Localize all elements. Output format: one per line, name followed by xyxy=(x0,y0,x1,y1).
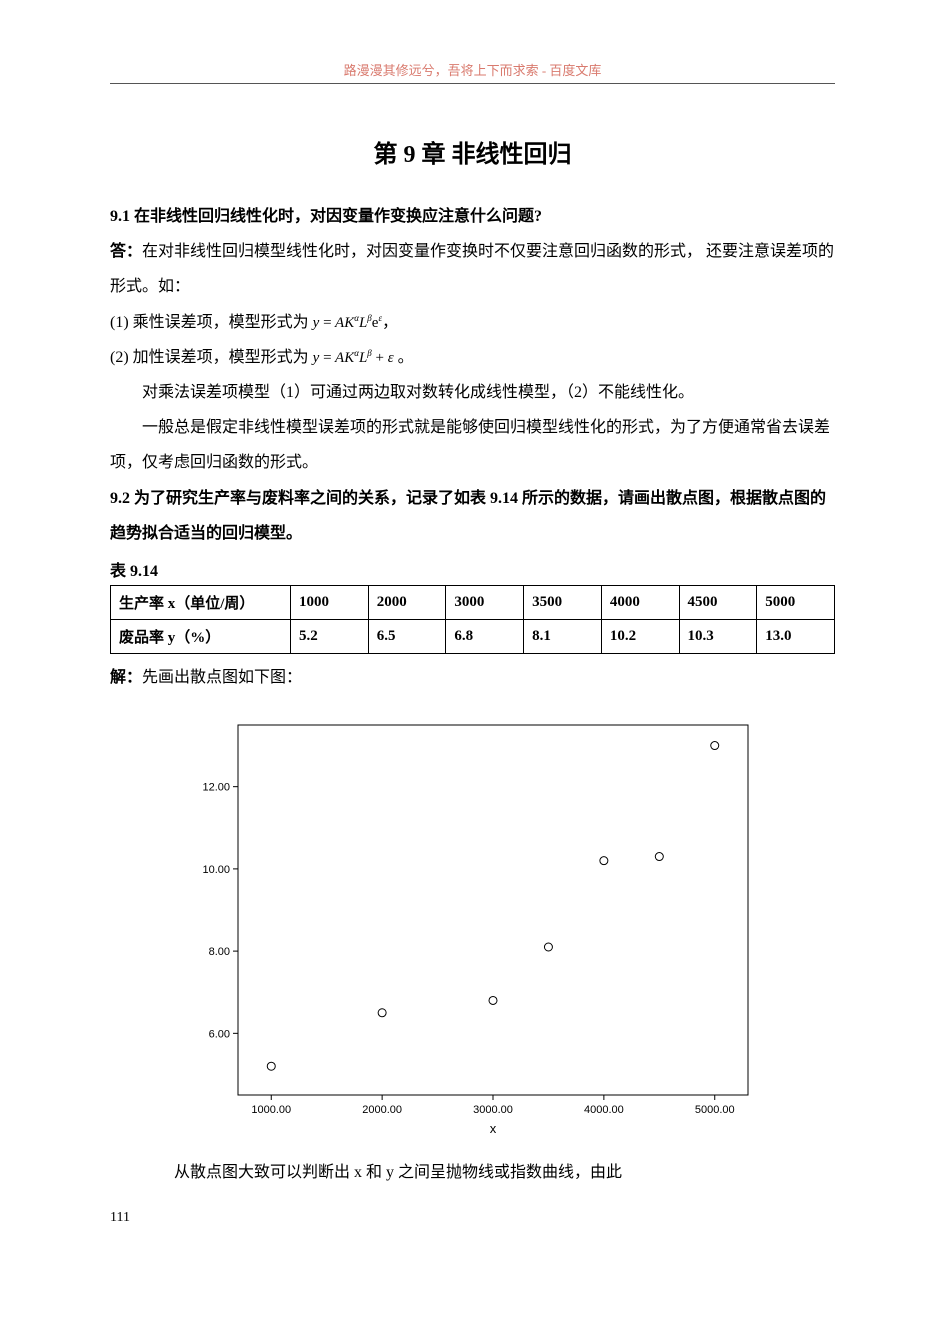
data-table: 生产率 x（单位/周） 1000 2000 3000 3500 4000 450… xyxy=(110,585,835,654)
item2-suffix: 。 xyxy=(394,349,414,366)
svg-text:4000.00: 4000.00 xyxy=(583,1104,623,1116)
svg-text:6.00: 6.00 xyxy=(208,1028,229,1040)
cell: 6.5 xyxy=(368,619,446,653)
svg-text:1000.00: 1000.00 xyxy=(251,1104,291,1116)
conclusion-text: 从散点图大致可以判断出 x 和 y 之间呈抛物线或指数曲线，由此 xyxy=(110,1155,835,1190)
header-watermark: 路漫漫其修远兮，吾将上下而求索 - 百度文库 xyxy=(110,60,835,84)
scatter-svg: 1000.00 2000.00 3000.00 4000.00 5000.00 6.00 8… xyxy=(178,715,768,1145)
cell: 4500 xyxy=(679,585,757,619)
cell: 5000 xyxy=(757,585,835,619)
cell: 3500 xyxy=(524,585,602,619)
cell: 10.2 xyxy=(601,619,679,653)
table-row: 生产率 x（单位/周） 1000 2000 3000 3500 4000 450… xyxy=(111,585,835,619)
cell: 1000 xyxy=(291,585,369,619)
question-9-2-heading: 9.2 为了研究生产率与废料率之间的关系，记录了如表 9.14 所示的数据，请画… xyxy=(110,481,835,551)
scatter-chart: 1000.00 2000.00 3000.00 4000.00 5000.00 6.00 8… xyxy=(178,715,768,1145)
solution-label: 解： xyxy=(110,669,142,686)
cell: 4000 xyxy=(601,585,679,619)
table-caption: 表 9.14 xyxy=(110,557,835,581)
svg-text:3000.00: 3000.00 xyxy=(473,1104,513,1116)
svg-text:5000.00: 5000.00 xyxy=(694,1104,734,1116)
solution-text: 先画出散点图如下图： xyxy=(142,669,302,686)
item1-suffix: ， xyxy=(382,314,398,331)
question-9-1-heading: 9.1 在非线性回归线性化时，对因变量作变换应注意什么问题? xyxy=(110,199,835,234)
cell: 6.8 xyxy=(446,619,524,653)
answer-9-1-text1: 在对非线性回归模型线性化时，对因变量作变换时不仅要注意回归函数的形式， 还要注意… xyxy=(110,243,834,295)
item2-prefix: (2) 加性误差项，模型形式为 xyxy=(110,349,309,366)
svg-text:10.00: 10.00 xyxy=(202,864,230,876)
formula-1: y = AKαLβeε xyxy=(313,315,382,331)
chapter-title: 第 9 章 非线性回归 xyxy=(110,134,835,169)
formula-item-2: (2) 加性误差项，模型形式为 y = AKαLβ + ε 。 xyxy=(110,340,835,375)
solution-line: 解：先画出散点图如下图： xyxy=(110,660,835,695)
cell: 3000 xyxy=(446,585,524,619)
cell: 2000 xyxy=(368,585,446,619)
page-number: 111 xyxy=(110,1210,835,1226)
svg-text:8.00: 8.00 xyxy=(208,946,229,958)
page: 路漫漫其修远兮，吾将上下而求索 - 百度文库 第 9 章 非线性回归 9.1 在… xyxy=(0,0,945,1266)
cell: 13.0 xyxy=(757,619,835,653)
row1-label: 生产率 x（单位/周） xyxy=(111,585,291,619)
svg-text:x: x xyxy=(489,1121,496,1136)
svg-text:2000.00: 2000.00 xyxy=(362,1104,402,1116)
item1-prefix: (1) 乘性误差项，模型形式为 xyxy=(110,314,309,331)
answer-9-1-para2: 对乘法误差项模型（1）可通过两边取对数转化成线性模型，（2）不能线性化。 xyxy=(110,375,835,410)
formula-item-1: (1) 乘性误差项，模型形式为 y = AKαLβeε， xyxy=(110,305,835,340)
row2-label: 废品率 y（%） xyxy=(111,619,291,653)
answer-9-1-para1: 答：在对非线性回归模型线性化时，对因变量作变换时不仅要注意回归函数的形式， 还要… xyxy=(110,234,835,304)
formula-2: y = AKαLβ + ε xyxy=(313,350,394,366)
answer-9-1-para3: 一般总是假定非线性模型误差项的形式就是能够使回归模型线性化的形式，为了方便通常省… xyxy=(110,410,835,480)
answer-label: 答： xyxy=(110,243,142,260)
svg-text:12.00: 12.00 xyxy=(202,782,230,794)
cell: 8.1 xyxy=(524,619,602,653)
table-row: 废品率 y（%） 5.2 6.5 6.8 8.1 10.2 10.3 13.0 xyxy=(111,619,835,653)
cell: 10.3 xyxy=(679,619,757,653)
cell: 5.2 xyxy=(291,619,369,653)
